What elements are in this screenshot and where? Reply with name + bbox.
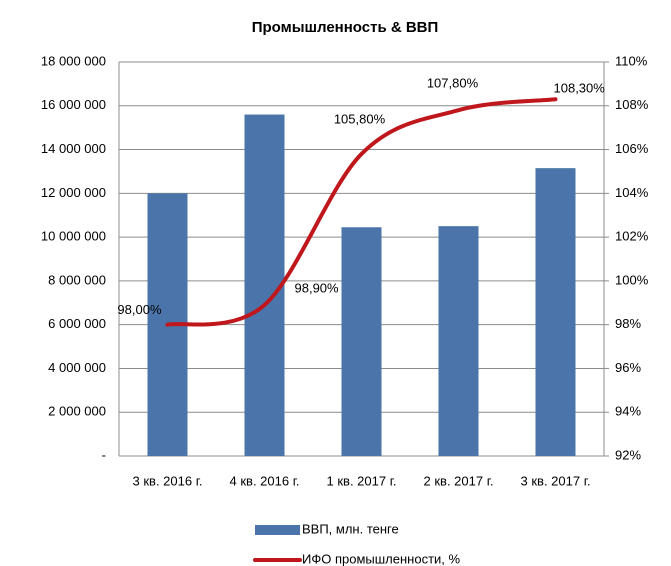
- y-tick-label: 12 000 000: [41, 185, 106, 200]
- legend-label: ВВП, млн. тенге: [302, 521, 399, 536]
- data-label: 107,80%: [427, 76, 479, 91]
- y2-tick-label: 104%: [615, 185, 649, 200]
- chart-title: Промышленность & ВВП: [252, 19, 439, 36]
- bar: [244, 114, 285, 457]
- bar: [438, 226, 479, 456]
- y-tick-label: 16 000 000: [41, 97, 106, 112]
- y2-tick-label: 98%: [615, 316, 641, 331]
- y-tick-label: 10 000 000: [41, 229, 106, 244]
- bar: [535, 168, 576, 456]
- y-tick-label: 4 000 000: [48, 360, 106, 375]
- y2-tick-label: 96%: [615, 360, 641, 375]
- y-tick-label: 14 000 000: [41, 141, 106, 156]
- data-label: 98,00%: [117, 302, 162, 317]
- y-tick-label: -: [102, 447, 106, 462]
- legend-label: ИФО промышленности, %: [302, 551, 461, 566]
- y2-tick-label: 100%: [615, 272, 649, 287]
- y-tick-label: 6 000 000: [48, 316, 106, 331]
- x-tick-label: 3 кв. 2016 г.: [133, 473, 203, 488]
- x-tick-label: 1 кв. 2017 г.: [327, 473, 397, 488]
- y2-tick-label: 92%: [615, 447, 641, 462]
- x-tick-label: 3 кв. 2017 г.: [521, 473, 591, 488]
- x-tick-label: 4 кв. 2016 г.: [230, 473, 300, 488]
- y2-tick-label: 106%: [615, 141, 649, 156]
- data-label: 108,30%: [554, 81, 606, 96]
- bar: [341, 227, 382, 456]
- y-tick-label: 2 000 000: [48, 404, 106, 419]
- y2-tick-label: 94%: [615, 404, 641, 419]
- y2-tick-label: 102%: [615, 229, 649, 244]
- legend-swatch: [255, 525, 300, 535]
- y-tick-label: 8 000 000: [48, 272, 106, 287]
- data-label: 105,80%: [334, 111, 386, 126]
- y2-tick-label: 108%: [615, 97, 649, 112]
- line: [165, 97, 558, 327]
- y2-tick-label: 110%: [615, 53, 648, 68]
- y-tick-label: 18 000 000: [41, 53, 106, 68]
- data-label: 98,90%: [295, 280, 340, 295]
- x-tick-label: 2 кв. 2017 г.: [424, 473, 494, 488]
